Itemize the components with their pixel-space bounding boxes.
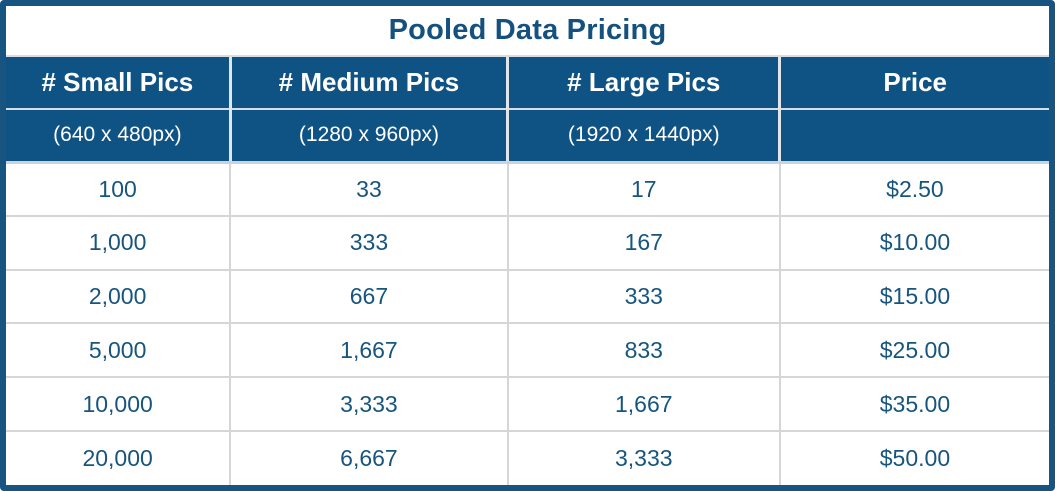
table-cell: 6,667 <box>230 431 509 485</box>
table-cell: 167 <box>507 215 781 271</box>
table-row: 10,000 3,333 1,667 $35.00 <box>6 377 1049 433</box>
table-cell: 10,000 <box>6 377 232 433</box>
table-cell: 3,333 <box>230 377 509 433</box>
table-row: 100 33 17 $2.50 <box>6 162 1049 217</box>
table-body: 100 33 17 $2.50 1,000 333 167 $10.00 2,0… <box>6 162 1049 485</box>
table-cell: $2.50 <box>779 162 1049 217</box>
header-row-labels: # Small Pics # Medium Pics # Large Pics … <box>6 57 1049 110</box>
table-cell: 33 <box>230 162 509 217</box>
table-cell: 833 <box>507 323 781 379</box>
table-title: Pooled Data Pricing <box>6 6 1049 57</box>
table-cell: $10.00 <box>779 215 1049 271</box>
column-subheader-small-pics: (640 x 480px) <box>6 109 232 164</box>
table-cell: 20,000 <box>6 431 232 485</box>
column-subheader-large-pics: (1920 x 1440px) <box>507 109 782 164</box>
table-cell: 17 <box>507 162 781 217</box>
column-header-small-pics: # Small Pics <box>6 57 232 110</box>
table-cell: 667 <box>230 269 509 325</box>
table-header: # Small Pics # Medium Pics # Large Pics … <box>6 57 1049 164</box>
header-row-dimensions: (640 x 480px) (1280 x 960px) (1920 x 144… <box>6 109 1049 164</box>
table-row: 2,000 667 333 $15.00 <box>6 269 1049 325</box>
table-cell: $25.00 <box>779 323 1049 379</box>
table-cell: 1,667 <box>507 377 781 433</box>
table-row: 5,000 1,667 833 $25.00 <box>6 323 1049 379</box>
column-header-price: Price <box>779 57 1049 110</box>
table-cell: 1,667 <box>230 323 509 379</box>
table-row: 1,000 333 167 $10.00 <box>6 215 1049 271</box>
column-subheader-price <box>779 109 1049 164</box>
table-cell: 333 <box>230 215 509 271</box>
table-cell: 333 <box>507 269 781 325</box>
table-cell: 5,000 <box>6 323 232 379</box>
pricing-table: # Small Pics # Medium Pics # Large Pics … <box>6 57 1049 485</box>
table-row: 20,000 6,667 3,333 $50.00 <box>6 431 1049 485</box>
column-header-large-pics: # Large Pics <box>507 57 782 110</box>
table-cell: 3,333 <box>507 431 781 485</box>
table-cell: 1,000 <box>6 215 232 271</box>
table-cell: 100 <box>6 162 232 217</box>
table-cell: $50.00 <box>779 431 1049 485</box>
table-cell: $15.00 <box>779 269 1049 325</box>
table-cell: $35.00 <box>779 377 1049 433</box>
column-subheader-medium-pics: (1280 x 960px) <box>230 109 510 164</box>
column-header-medium-pics: # Medium Pics <box>230 57 510 110</box>
table-cell: 2,000 <box>6 269 232 325</box>
